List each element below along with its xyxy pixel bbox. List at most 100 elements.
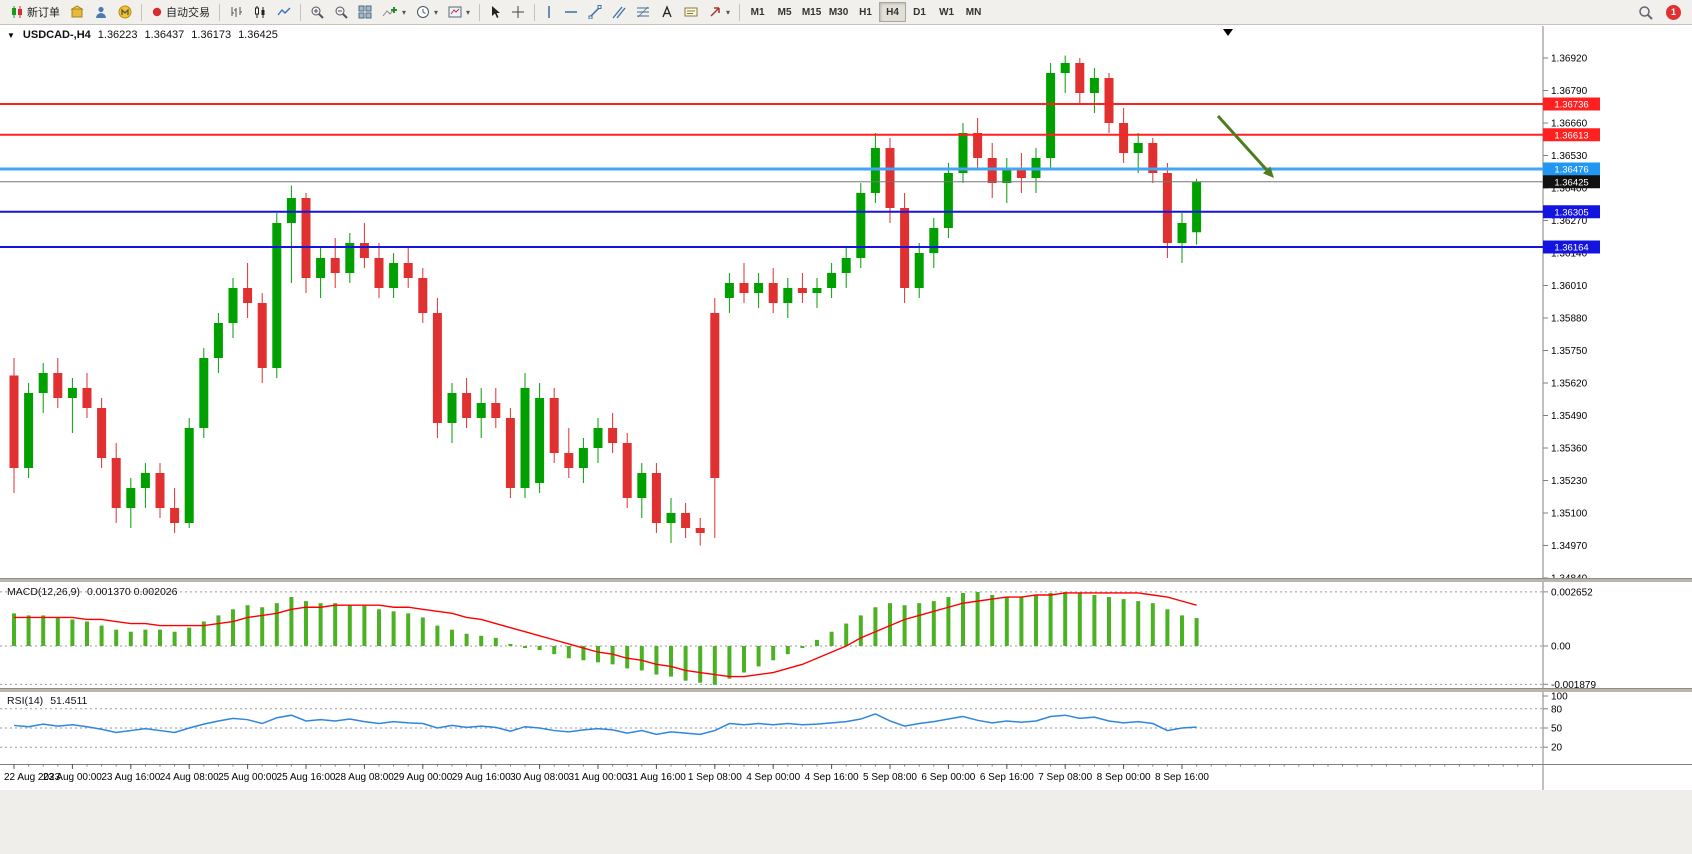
svg-text:-0.001879: -0.001879 xyxy=(1551,680,1596,691)
new-order-button[interactable]: 新订单 xyxy=(5,2,65,23)
market-button[interactable] xyxy=(65,2,89,23)
svg-text:0.002652: 0.002652 xyxy=(1551,587,1593,598)
svg-text:25 Aug 00:00: 25 Aug 00:00 xyxy=(218,772,277,783)
autotrading-label: 自动交易 xyxy=(166,7,210,19)
macd-indicator-name: MACD(12,26,9) xyxy=(7,586,80,598)
fibonacci-button[interactable] xyxy=(631,2,655,23)
timeframe-m15-button[interactable]: M15 xyxy=(798,2,825,22)
svg-text:1.36660: 1.36660 xyxy=(1551,119,1588,130)
arrows-tool-button[interactable]: ▾ xyxy=(703,2,735,23)
one-click-trading-toggle-icon[interactable]: ▼ xyxy=(7,30,15,40)
candlestick-chart-icon xyxy=(253,5,267,19)
rsi-value: 51.4511 xyxy=(50,695,88,707)
toolbar: 新订单 自动交易 ▾ ▾ ▾ ▾ M1 M5 xyxy=(0,0,1692,25)
svg-text:1.36305: 1.36305 xyxy=(1554,207,1588,218)
tile-windows-icon xyxy=(358,5,372,19)
zoom-out-button[interactable] xyxy=(329,2,353,23)
svg-text:23 Aug 16:00: 23 Aug 16:00 xyxy=(101,772,160,783)
svg-text:1.36164: 1.36164 xyxy=(1554,243,1588,254)
svg-text:29 Aug 00:00: 29 Aug 00:00 xyxy=(393,772,452,783)
indicators-button[interactable]: ▾ xyxy=(377,2,411,23)
periods-button[interactable]: ▾ xyxy=(411,2,443,23)
svg-text:1.34970: 1.34970 xyxy=(1551,541,1588,552)
svg-text:1.35230: 1.35230 xyxy=(1551,476,1588,487)
rsi-indicator-name: RSI(14) xyxy=(7,695,44,707)
svg-text:1.36530: 1.36530 xyxy=(1551,151,1588,162)
svg-text:50: 50 xyxy=(1551,724,1563,735)
svg-text:6 Sep 16:00: 6 Sep 16:00 xyxy=(980,772,1034,783)
community-m-icon xyxy=(118,5,132,19)
svg-text:7 Sep 08:00: 7 Sep 08:00 xyxy=(1038,772,1092,783)
timeframe-mn-button[interactable]: MN xyxy=(960,2,987,22)
profile-button[interactable] xyxy=(89,2,113,23)
svg-text:28 Aug 08:00: 28 Aug 08:00 xyxy=(335,772,394,783)
svg-text:100: 100 xyxy=(1551,692,1568,703)
macd-panel-canvas[interactable]: 0.002652 0.00 -0.001879 xyxy=(0,582,1692,691)
line-chart-button[interactable] xyxy=(272,2,296,23)
svg-text:20: 20 xyxy=(1551,743,1563,754)
bar-chart-button[interactable] xyxy=(224,2,248,23)
templates-chart-icon xyxy=(448,5,462,19)
label-frame-icon xyxy=(684,5,698,19)
timeframe-h1-button[interactable]: H1 xyxy=(852,2,879,22)
svg-text:6 Sep 00:00: 6 Sep 00:00 xyxy=(921,772,975,783)
notification-badge[interactable]: 1 xyxy=(1666,4,1681,20)
timeframe-h4-button[interactable]: H4 xyxy=(879,2,907,22)
toolbar-separator xyxy=(219,3,220,21)
trendline-button[interactable] xyxy=(583,2,607,23)
cursor-button[interactable] xyxy=(484,2,506,23)
search-button[interactable] xyxy=(1633,2,1658,23)
candlestick-chart-button[interactable] xyxy=(248,2,272,23)
timeframe-d1-button[interactable]: D1 xyxy=(906,2,933,22)
vertical-line-icon xyxy=(544,5,554,19)
timeframe-m5-button[interactable]: M5 xyxy=(771,2,798,22)
svg-text:4 Sep 00:00: 4 Sep 00:00 xyxy=(746,772,800,783)
main-chart-canvas[interactable]: 1.36920 1.36790 1.36660 1.36530 1.36400 1.362… xyxy=(0,26,1692,585)
svg-text:1.35750: 1.35750 xyxy=(1551,346,1588,357)
autotrading-dot-icon xyxy=(151,6,163,18)
chevron-down-icon: ▾ xyxy=(466,7,471,17)
tile-windows-button[interactable] xyxy=(353,2,377,23)
zoom-in-button[interactable] xyxy=(305,2,329,23)
panel-resize-divider[interactable] xyxy=(0,688,1692,692)
crosshair-button[interactable] xyxy=(506,2,530,23)
svg-text:1.36790: 1.36790 xyxy=(1551,86,1588,97)
svg-text:1.36736: 1.36736 xyxy=(1554,100,1588,111)
toolbar-separator xyxy=(300,3,301,21)
horizontal-line-icon xyxy=(564,5,578,19)
cursor-arrow-icon xyxy=(489,5,501,19)
timeframe-m30-button[interactable]: M30 xyxy=(825,2,852,22)
svg-text:1.36920: 1.36920 xyxy=(1551,54,1588,65)
horizontal-line-button[interactable] xyxy=(559,2,583,23)
community-button[interactable] xyxy=(113,2,137,23)
toolbar-separator xyxy=(534,3,536,21)
vertical-line-button[interactable] xyxy=(539,2,559,23)
arrows-icon xyxy=(708,5,722,19)
timeframe-w1-button[interactable]: W1 xyxy=(933,2,960,22)
text-tool-button[interactable] xyxy=(655,2,679,23)
chevron-down-icon: ▾ xyxy=(434,7,439,17)
svg-text:31 Aug 16:00: 31 Aug 16:00 xyxy=(627,772,686,783)
svg-text:1.35360: 1.35360 xyxy=(1551,444,1588,455)
profile-user-icon xyxy=(94,5,108,19)
equidistant-channel-button[interactable] xyxy=(607,2,631,23)
svg-text:8 Sep 00:00: 8 Sep 00:00 xyxy=(1097,772,1151,783)
market-package-icon xyxy=(70,5,84,19)
panel-resize-divider[interactable] xyxy=(0,578,1692,582)
timeframe-m1-button[interactable]: M1 xyxy=(744,2,771,22)
rsi-header: RSI(14) 51.4511 xyxy=(7,695,87,707)
bars-chart-icon xyxy=(229,5,243,19)
autotrading-button[interactable]: 自动交易 xyxy=(146,2,215,23)
toolbar-separator xyxy=(479,3,481,21)
label-tool-button[interactable] xyxy=(679,2,703,23)
templates-button[interactable]: ▾ xyxy=(443,2,475,23)
svg-text:1.36476: 1.36476 xyxy=(1554,165,1588,176)
toolbar-separator xyxy=(739,3,741,21)
svg-text:1.35490: 1.35490 xyxy=(1551,411,1588,422)
svg-text:1.36010: 1.36010 xyxy=(1551,281,1588,292)
svg-text:1 Sep 08:00: 1 Sep 08:00 xyxy=(688,772,742,783)
svg-text:23 Aug 00:00: 23 Aug 00:00 xyxy=(43,772,102,783)
new-order-label: 新订单 xyxy=(27,7,60,19)
